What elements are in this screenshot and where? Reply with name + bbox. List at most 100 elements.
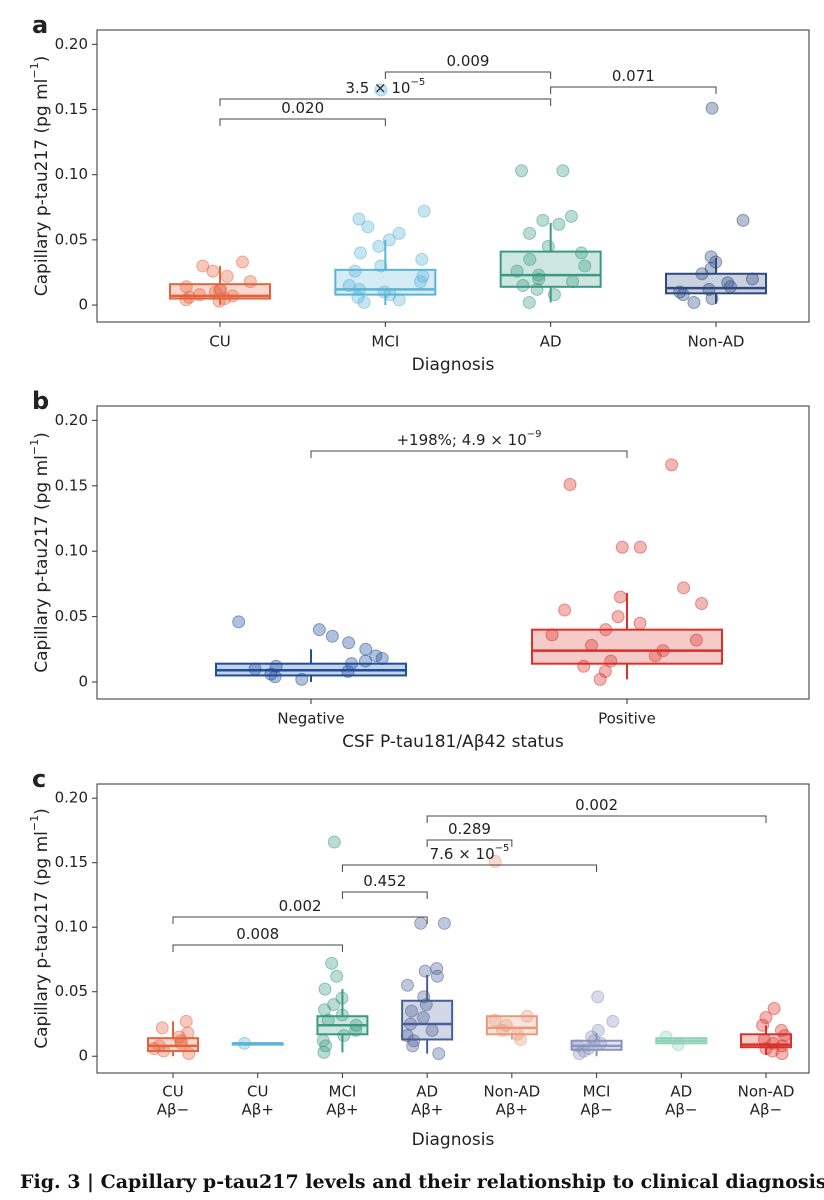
data-point (352, 212, 366, 226)
data-point (704, 250, 718, 264)
data-point (598, 665, 612, 679)
data-point (415, 252, 429, 266)
data-point (516, 279, 530, 292)
data-point (564, 209, 578, 223)
comparison-label: 0.071 (612, 67, 655, 85)
y-tick-label: 0 (78, 1047, 88, 1065)
comparison-label: 0.009 (447, 52, 490, 70)
data-point (585, 638, 599, 652)
y-tick-label: 0.20 (55, 411, 88, 429)
data-point (407, 1034, 421, 1048)
comparison-label: +198%; 4.9 × 10−9 (396, 429, 541, 449)
data-point (361, 220, 375, 234)
data-point (757, 1032, 771, 1046)
data-point (157, 1044, 171, 1058)
data-point (206, 264, 220, 278)
x-tick-label: Aβ+ (242, 1101, 274, 1119)
data-point (577, 659, 591, 673)
data-point (236, 255, 250, 269)
data-point (430, 961, 444, 975)
data-point (318, 982, 332, 996)
data-point (571, 1039, 585, 1053)
comparison-label: 0.002 (575, 796, 618, 814)
data-point (349, 1018, 363, 1032)
comparison-bracket (172, 944, 343, 952)
x-tick-label: Aβ− (580, 1101, 612, 1119)
panel-label: a (32, 11, 48, 39)
data-point (172, 1030, 186, 1044)
data-point (689, 633, 703, 647)
data-point (774, 1023, 788, 1037)
x-tick-label: Aβ− (665, 1101, 697, 1119)
comparison-label: 0.289 (448, 820, 491, 838)
data-point (611, 610, 625, 624)
x-tick-label: CU (247, 1083, 268, 1101)
data-point (558, 603, 572, 617)
data-point (226, 289, 240, 303)
comparison-exponent: −9 (527, 429, 542, 440)
x-tick-label: Aβ+ (411, 1101, 443, 1119)
data-point (353, 246, 367, 260)
data-point (593, 672, 607, 686)
y-tick-label: 0.15 (55, 853, 88, 871)
comparison-text: 0.002 (575, 796, 618, 814)
data-point (665, 458, 679, 472)
data-point (193, 288, 207, 302)
data-point (369, 649, 383, 663)
y-tick-label: 0.20 (55, 35, 88, 53)
x-tick-label: Positive (598, 710, 656, 728)
comparison-label: 0.008 (236, 925, 279, 943)
data-point (416, 1011, 430, 1025)
data-point (264, 667, 278, 681)
data-point (179, 280, 193, 294)
data-point (181, 1026, 195, 1040)
data-point (359, 642, 373, 656)
data-point (425, 1023, 439, 1037)
data-point (232, 615, 246, 629)
data-point (406, 1039, 420, 1053)
x-tick-label: Aβ− (157, 1101, 189, 1119)
data-point (565, 275, 579, 289)
data-point (591, 990, 605, 1004)
data-point (348, 264, 362, 278)
data-point (405, 1004, 419, 1018)
data-point (488, 1013, 502, 1027)
data-point (337, 1029, 351, 1043)
data-point (606, 1014, 620, 1028)
y-tick-label: 0.10 (55, 918, 88, 936)
y-tick-label: 0.10 (55, 165, 88, 183)
data-point (515, 164, 529, 178)
comparison-label: 0.452 (363, 872, 406, 890)
x-axis-label: Diagnosis (412, 355, 495, 375)
data-point (155, 1021, 169, 1035)
data-point (392, 226, 406, 240)
comparison-text: 0.289 (448, 820, 491, 838)
y-axis-label-text: Capillary p-tau217 (pg ml (32, 455, 52, 673)
y-axis-label-text: Capillary p-tau217 (pg ml (32, 79, 52, 297)
data-point (432, 1047, 446, 1061)
data-point (709, 255, 723, 269)
data-point (594, 1036, 608, 1050)
data-point (400, 1029, 414, 1043)
box (531, 628, 723, 665)
y-axis-label: Capillary p-tau217 (pg ml−1) (28, 432, 52, 673)
data-point (342, 636, 356, 650)
data-point (520, 1009, 534, 1023)
x-tick-label: Non-AD (688, 333, 745, 351)
data-point (372, 239, 386, 253)
data-point (414, 916, 428, 930)
y-axis-label-exponent: −1 (28, 815, 41, 831)
comparison-bracket (310, 450, 628, 458)
data-point (591, 1023, 605, 1037)
data-point (182, 1047, 196, 1061)
comparison-bracket (219, 98, 552, 106)
data-point (248, 662, 262, 676)
data-point (552, 217, 566, 231)
comparison-bracket (426, 839, 513, 847)
x-tick-label: Aβ+ (496, 1101, 528, 1119)
data-point (295, 672, 309, 686)
data-point (532, 272, 546, 286)
data-point (335, 1008, 349, 1022)
data-point (536, 213, 550, 227)
data-point (745, 272, 759, 286)
